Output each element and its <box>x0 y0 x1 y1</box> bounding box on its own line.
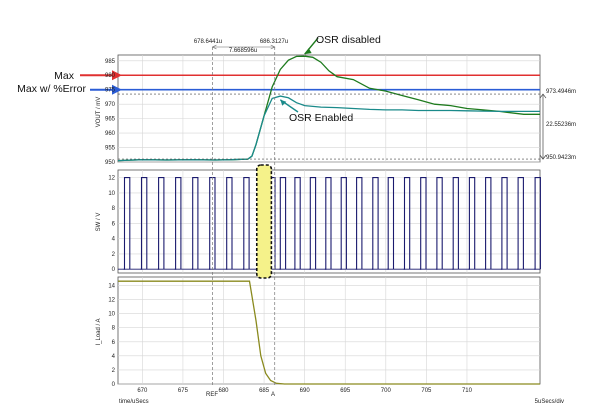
x-tick-label: 690 <box>300 388 311 394</box>
max-arrow-head <box>112 70 122 81</box>
vout-y-tick-label: 975 <box>105 88 116 94</box>
delta-bracket-right-arrow <box>270 44 276 50</box>
iload-y-tick-label: 4 <box>112 354 116 360</box>
max-error-arrow-head <box>112 84 122 95</box>
iload-y-tick-label: 0 <box>112 382 116 388</box>
overlay-layer <box>80 37 547 386</box>
vout-y-tick-label: 950 <box>105 160 116 166</box>
vout-y-tick-label: 965 <box>105 117 116 123</box>
x-tick-label: 700 <box>381 388 392 394</box>
osr-enabled-annotation: OSR Enabled <box>289 112 353 124</box>
iload-y-tick-label: 14 <box>108 283 115 289</box>
sw-y-tick-label: 2 <box>112 252 116 258</box>
a-cursor-label: A <box>271 392 275 398</box>
delta-bracket-left-arrow <box>211 44 217 50</box>
iload-y-axis-label: I_Load / A <box>96 318 102 345</box>
vout-y-tick-label: 970 <box>105 102 116 108</box>
iload-y-tick-label: 2 <box>112 368 116 374</box>
sw-y-axis-label: SW / V <box>96 213 102 232</box>
sw-highlight-box <box>255 164 273 279</box>
x-tick-label: 680 <box>218 388 229 394</box>
vout-y-axis-label: VOUT / mV <box>96 97 102 128</box>
vout-y-tick-label: 960 <box>105 131 116 137</box>
measure-arrow-top <box>539 93 547 99</box>
x-tick-label: 695 <box>340 388 351 394</box>
x-tick-label: 710 <box>462 388 473 394</box>
sw-y-tick-label: 6 <box>112 221 116 227</box>
series-layer <box>117 55 541 385</box>
iload-y-tick-label: 6 <box>112 340 116 346</box>
osr-disabled-arrow-head <box>304 48 312 55</box>
x-axis-scale-label: 5uSecs/div <box>535 399 564 405</box>
sw-y-tick-label: 4 <box>112 237 116 243</box>
sw-y-tick-label: 0 <box>112 267 116 273</box>
ref-cursor-label: REF <box>206 392 218 398</box>
vout-y-tick-label: 985 <box>105 59 116 65</box>
osr-enabled-arrow-head <box>280 99 287 106</box>
max-label: Max <box>54 70 75 82</box>
ref-cursor-readout: 678.6441u <box>194 39 222 45</box>
iload-y-tick-label: 10 <box>108 312 115 318</box>
sw-y-tick-label: 8 <box>112 206 116 212</box>
x-tick-label: 685 <box>259 388 270 394</box>
iload-y-tick-label: 8 <box>112 326 116 332</box>
x-tick-label: 705 <box>421 388 432 394</box>
x-tick-label: 670 <box>137 388 148 394</box>
measure-arrow-bottom <box>539 154 547 160</box>
x-tick-label: 675 <box>178 388 189 394</box>
max-error-label: Max w/ %Error <box>17 83 86 95</box>
right-label-bottom: 950.9423m <box>546 155 576 161</box>
right-label-top: 973.4946m <box>546 89 576 95</box>
sw-y-tick-label: 12 <box>108 176 115 182</box>
a-cursor-readout: 686.3127u <box>260 39 288 45</box>
vout-y-tick-label: 980 <box>105 73 116 79</box>
text-layer: Max Max w/ %Error 678.6441u 686.3127u 7.… <box>17 34 576 405</box>
vout-y-tick-label: 955 <box>105 146 116 152</box>
osr-disabled-annotation: OSR disabled <box>316 34 381 46</box>
delta-readout: 7.668596u <box>229 48 257 54</box>
right-label-mid: 22.55236m <box>546 122 576 128</box>
x-axis-label: time/uSecs <box>119 399 149 405</box>
sw-y-tick-label: 10 <box>108 191 115 197</box>
iload-y-tick-label: 12 <box>108 298 115 304</box>
